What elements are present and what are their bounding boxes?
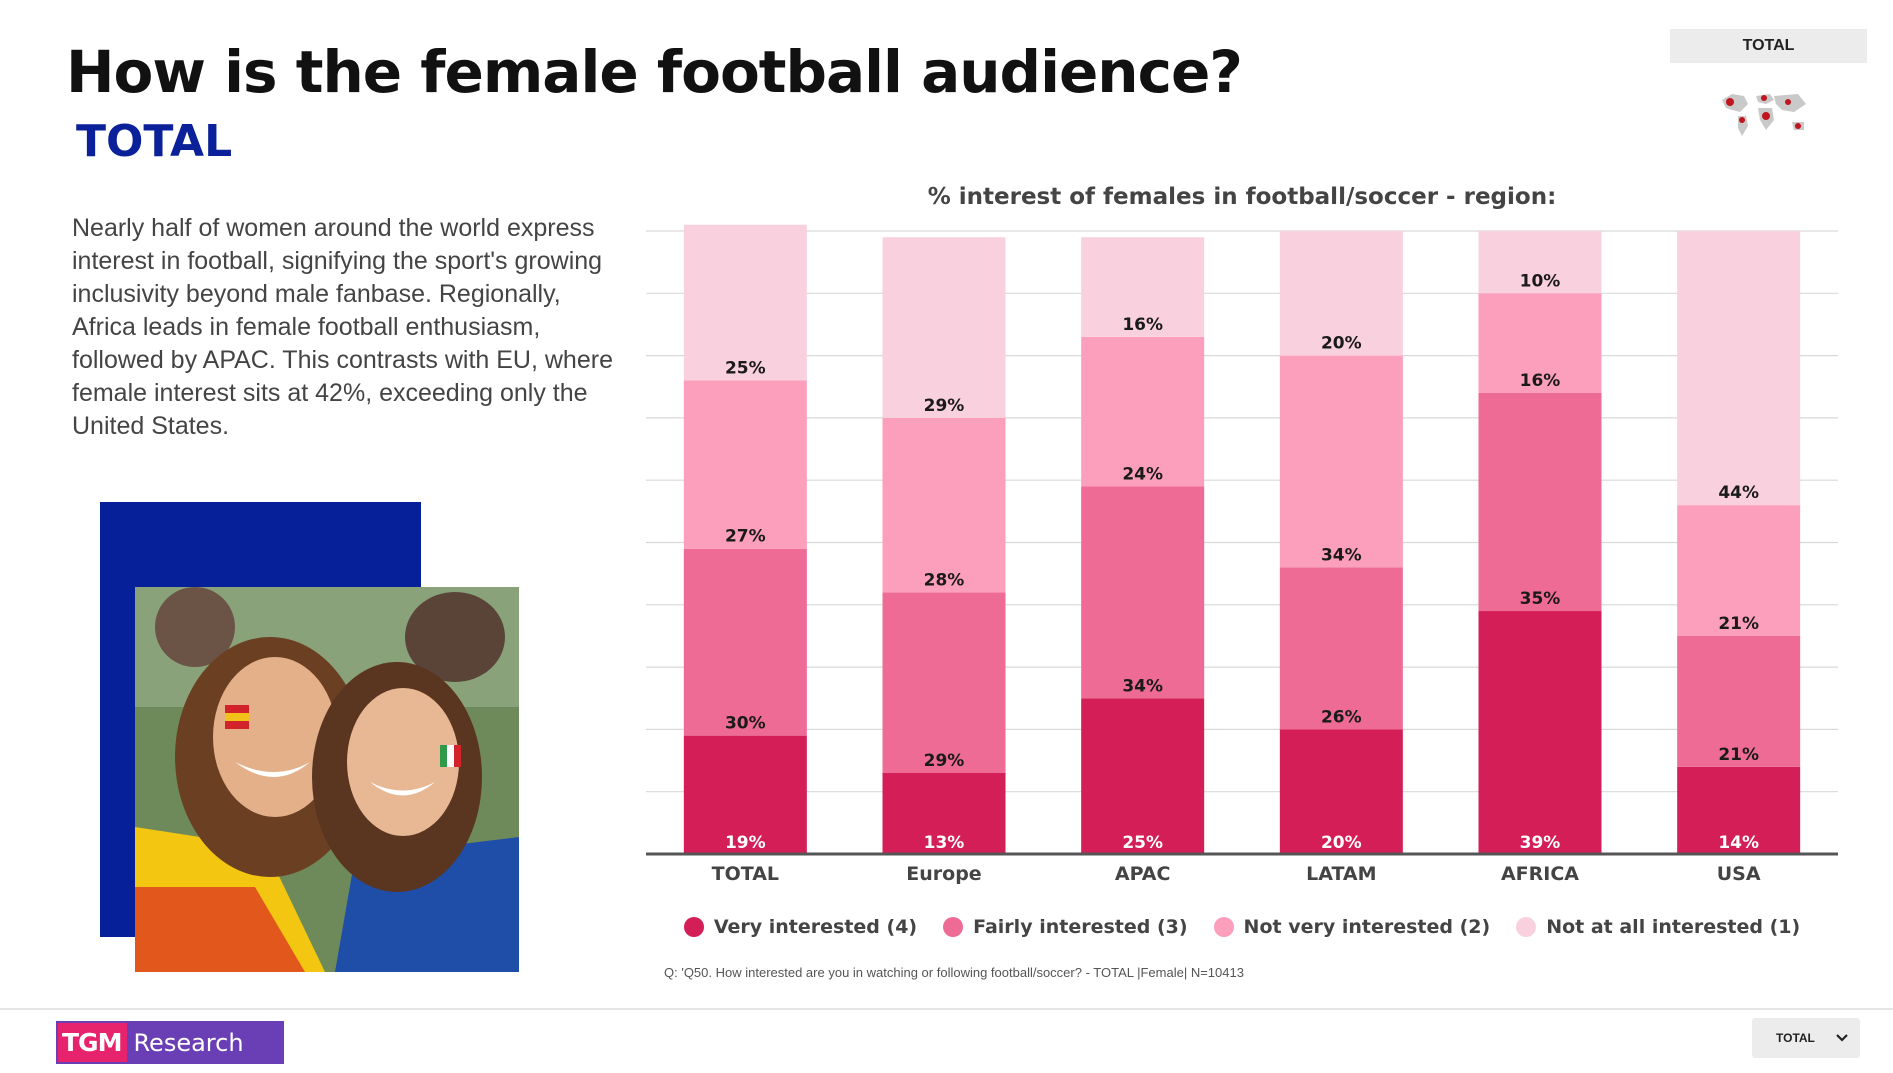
data-label: 21%	[1718, 614, 1759, 634]
data-label: 13%	[924, 833, 965, 853]
region-dropdown[interactable]: TOTAL	[1752, 1018, 1860, 1058]
chevron-down-icon	[1836, 1034, 1848, 1042]
data-label: 19%	[725, 833, 766, 853]
legend-dot	[1213, 917, 1234, 937]
data-label: 20%	[1321, 334, 1362, 354]
data-label: 16%	[1520, 371, 1561, 391]
x-tick-label: APAC	[1115, 863, 1171, 885]
bar-segment	[683, 548, 807, 736]
bar-segment	[1279, 567, 1403, 730]
data-label: 28%	[924, 570, 965, 590]
chart-legend: Very interested (4) Fairly interested (3…	[646, 916, 1838, 938]
data-label: 16%	[1122, 315, 1163, 335]
data-label: 21%	[1718, 745, 1759, 765]
legend-label: Fairly interested (3)	[973, 916, 1188, 938]
data-label: 20%	[1321, 833, 1362, 853]
bar-segment	[1677, 766, 1801, 854]
legend-item-not-very-interested: Not very interested (2)	[1213, 916, 1491, 938]
bar-segment	[683, 224, 807, 381]
legend-dot	[1516, 917, 1537, 937]
data-label: 24%	[1122, 464, 1163, 484]
tgm-research-logo[interactable]: TGM Research	[56, 1021, 284, 1064]
fans-photo	[135, 587, 519, 972]
bar-segment	[1279, 729, 1403, 854]
x-tick-label: Europe	[906, 863, 981, 885]
data-label: 26%	[1321, 707, 1362, 727]
bar-segment	[882, 237, 1006, 418]
data-label: 25%	[1122, 833, 1163, 853]
bar-segment	[683, 735, 807, 854]
data-label: 29%	[924, 751, 965, 771]
x-tick-label: AFRICA	[1501, 863, 1579, 885]
bar-segment	[1677, 231, 1801, 506]
bar-segment	[1279, 355, 1403, 568]
footer-divider	[0, 1008, 1893, 1010]
bar-segment	[882, 417, 1006, 593]
data-label: 34%	[1122, 676, 1163, 696]
logo-mark: TGM	[58, 1023, 128, 1062]
legend-label: Very interested (4)	[713, 916, 918, 938]
logo-wordmark: Research	[127, 1023, 282, 1062]
page-subtitle: TOTAL	[76, 116, 233, 167]
data-label: 44%	[1718, 483, 1759, 503]
legend-dot	[683, 917, 704, 937]
bar-segment	[683, 380, 807, 549]
legend-item-not-at-all-interested: Not at all interested (1)	[1516, 916, 1800, 938]
bar-segment	[1081, 336, 1205, 487]
page-title: How is the female football audience?	[66, 38, 1243, 106]
legend-dot	[943, 917, 964, 937]
bar-segment	[1478, 392, 1602, 612]
data-label: 10%	[1520, 271, 1561, 291]
bar-segment	[882, 773, 1006, 854]
data-label: 30%	[725, 714, 766, 734]
bar-segment	[1478, 231, 1602, 294]
data-label: 29%	[924, 396, 965, 416]
data-label: 25%	[725, 359, 766, 379]
data-label: 14%	[1718, 833, 1759, 853]
data-label: 35%	[1520, 589, 1561, 609]
question-footnote: Q: 'Q50. How interested are you in watch…	[664, 965, 1244, 980]
summary-text: Nearly half of women around the world ex…	[72, 214, 613, 440]
data-label: 27%	[725, 527, 766, 547]
bar-segment	[1081, 698, 1205, 854]
x-tick-label: USA	[1717, 863, 1761, 885]
bar-segment	[1677, 505, 1801, 636]
x-tick-label: TOTAL	[712, 863, 779, 885]
bar-segment	[1081, 486, 1205, 699]
bar-segment	[1081, 237, 1205, 337]
bar-segment	[1478, 611, 1602, 854]
data-label: 39%	[1520, 833, 1561, 853]
bar-segment	[1478, 293, 1602, 393]
x-tick-label: LATAM	[1306, 863, 1376, 885]
bar-segment	[1677, 635, 1801, 767]
legend-label: Not at all interested (1)	[1546, 916, 1801, 938]
legend-item-very-interested: Very interested (4)	[683, 916, 918, 938]
legend-item-fairly-interested: Fairly interested (3)	[943, 916, 1188, 938]
data-label: 34%	[1321, 545, 1362, 565]
legend-label: Not very interested (2)	[1243, 916, 1491, 938]
bar-segment	[1279, 231, 1403, 356]
chart-title: % interest of females in football/soccer…	[927, 184, 1557, 210]
world-map-icon	[1722, 94, 1806, 136]
region-tag: TOTAL	[1670, 29, 1867, 63]
bar-segment	[882, 592, 1006, 774]
dropdown-value: TOTAL	[1776, 1031, 1815, 1045]
